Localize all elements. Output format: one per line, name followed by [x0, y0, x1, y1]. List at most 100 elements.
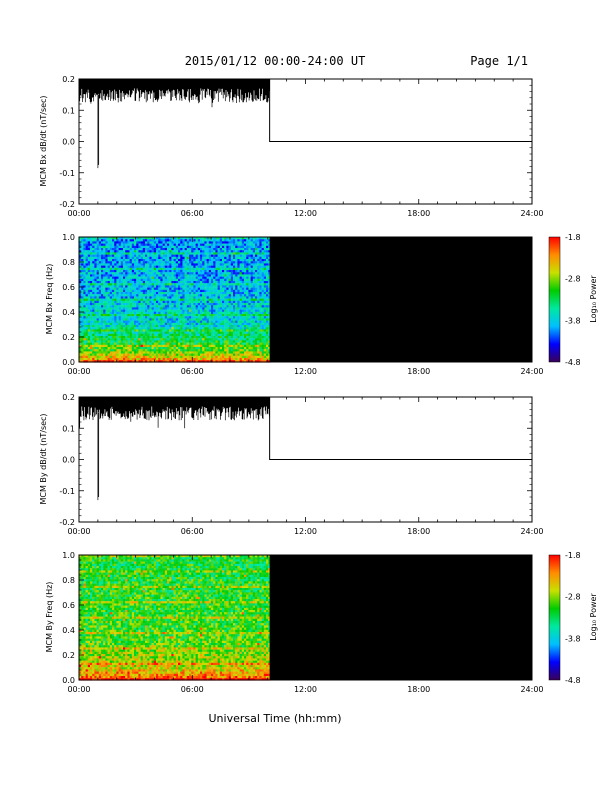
- heatmap-cell: [114, 285, 116, 287]
- heatmap-cell: [121, 279, 123, 281]
- heatmap-cell: [264, 349, 266, 351]
- heatmap-cell: [266, 285, 268, 287]
- heatmap-cell: [99, 323, 101, 325]
- heatmap-cell: [130, 323, 132, 325]
- heatmap-cell: [231, 299, 233, 301]
- heatmap-cell: [187, 349, 189, 351]
- heatmap-cell: [99, 336, 101, 338]
- heatmap-cell: [198, 305, 200, 307]
- heatmap-cell: [207, 281, 209, 283]
- heatmap-cell: [178, 323, 180, 325]
- heatmap-cell: [198, 338, 200, 340]
- heatmap-cell: [180, 336, 182, 338]
- heatmap-cell: [191, 263, 193, 265]
- heatmap-cell: [198, 358, 200, 360]
- heatmap-cell: [92, 283, 94, 285]
- heatmap-cell: [141, 343, 143, 345]
- heatmap-cell: [134, 288, 136, 290]
- heatmap-cell: [211, 257, 213, 259]
- heatmap-cell: [97, 296, 99, 298]
- heatmap-cell: [233, 318, 235, 320]
- heatmap-cell: [112, 244, 114, 246]
- heatmap-cell: [114, 347, 116, 349]
- heatmap-cell: [207, 318, 209, 320]
- heatmap-cell: [202, 340, 204, 342]
- heatmap-cell: [152, 334, 154, 336]
- heatmap-cell: [99, 266, 101, 268]
- heatmap-cell: [240, 310, 242, 312]
- heatmap-cell: [198, 250, 200, 252]
- heatmap-cell: [92, 321, 94, 323]
- heatmap-cell: [149, 307, 151, 309]
- heatmap-cell: [149, 246, 151, 248]
- heatmap-cell: [182, 325, 184, 327]
- heatmap-cell: [176, 252, 178, 254]
- heatmap-cell: [112, 257, 114, 259]
- heatmap-cell: [176, 255, 178, 257]
- heatmap-cell: [231, 307, 233, 309]
- heatmap-cell: [152, 248, 154, 250]
- heatmap-cell: [229, 340, 231, 342]
- heatmap-cell: [180, 241, 182, 243]
- heatmap-cell: [213, 239, 215, 241]
- heatmap-cell: [255, 310, 257, 312]
- heatmap-cell: [266, 279, 268, 281]
- heatmap-cell: [244, 314, 246, 316]
- heatmap-cell: [176, 325, 178, 327]
- heatmap-cell: [176, 354, 178, 356]
- heatmap-cell: [242, 318, 244, 320]
- heatmap-cell: [83, 347, 85, 349]
- heatmap-cell: [167, 345, 169, 347]
- heatmap-cell: [200, 239, 202, 241]
- heatmap-cell: [154, 246, 156, 248]
- heatmap-cell: [119, 340, 121, 342]
- heatmap-cell: [134, 259, 136, 261]
- heatmap-cell: [169, 338, 171, 340]
- heatmap-cell: [213, 279, 215, 281]
- heatmap-cell: [178, 310, 180, 312]
- heatmap-cell: [196, 327, 198, 329]
- heatmap-cell: [116, 252, 118, 254]
- heatmap-cell: [226, 336, 228, 338]
- heatmap-cell: [182, 292, 184, 294]
- heatmap-cell: [136, 303, 138, 305]
- heatmap-cell: [136, 318, 138, 320]
- heatmap-cell: [185, 270, 187, 272]
- heatmap-cell: [253, 290, 255, 292]
- heatmap-cell: [233, 292, 235, 294]
- heatmap-cell: [229, 259, 231, 261]
- heatmap-cell: [176, 257, 178, 259]
- heatmap-cell: [83, 290, 85, 292]
- heatmap-cell: [125, 241, 127, 243]
- heatmap-cell: [218, 292, 220, 294]
- heatmap-cell: [220, 250, 222, 252]
- heatmap-cell: [97, 248, 99, 250]
- heatmap-cell: [81, 246, 83, 248]
- heatmap-cell: [141, 336, 143, 338]
- heatmap-cell: [202, 351, 204, 353]
- heatmap-cell: [147, 274, 149, 276]
- heatmap-cell: [226, 244, 228, 246]
- heatmap-cell: [127, 349, 129, 351]
- heatmap-cell: [218, 244, 220, 246]
- heatmap-cell: [240, 285, 242, 287]
- heatmap-cell: [167, 294, 169, 296]
- heatmap-cell: [185, 250, 187, 252]
- heatmap-cell: [202, 279, 204, 281]
- heatmap-cell: [88, 270, 90, 272]
- heatmap-cell: [101, 318, 103, 320]
- heatmap-cell: [90, 305, 92, 307]
- heatmap-cell: [187, 301, 189, 303]
- heatmap-cell: [125, 290, 127, 292]
- heatmap-cell: [202, 274, 204, 276]
- heatmap-cell: [220, 270, 222, 272]
- heatmap-cell: [174, 257, 176, 259]
- heatmap-cell: [119, 347, 121, 349]
- heatmap-cell: [105, 279, 107, 281]
- heatmap-cell: [141, 334, 143, 336]
- heatmap-cell: [248, 272, 250, 274]
- heatmap-cell: [193, 358, 195, 360]
- heatmap-cell: [262, 274, 264, 276]
- heatmap-cell: [138, 268, 140, 270]
- heatmap-cell: [248, 314, 250, 316]
